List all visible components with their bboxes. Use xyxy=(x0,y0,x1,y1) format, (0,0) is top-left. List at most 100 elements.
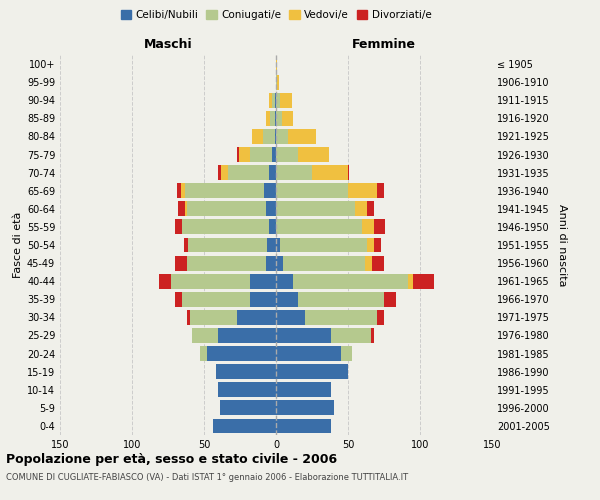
Bar xyxy=(187,202,266,216)
Bar xyxy=(312,165,348,180)
Bar xyxy=(384,292,395,306)
Bar xyxy=(276,292,298,306)
Bar xyxy=(269,93,272,108)
Bar xyxy=(367,202,374,216)
Bar xyxy=(250,274,276,288)
Bar xyxy=(276,274,293,288)
Bar xyxy=(275,129,276,144)
Bar xyxy=(276,400,334,415)
Bar xyxy=(348,165,349,180)
Bar xyxy=(184,238,188,252)
Bar xyxy=(276,382,331,397)
Y-axis label: Anni di nascita: Anni di nascita xyxy=(557,204,566,286)
Bar xyxy=(182,220,269,234)
Bar xyxy=(175,292,182,306)
Bar xyxy=(287,129,316,144)
Bar xyxy=(270,111,275,126)
Bar xyxy=(272,147,276,162)
Bar xyxy=(266,111,270,126)
Bar xyxy=(341,346,352,361)
Bar xyxy=(298,292,384,306)
Bar xyxy=(371,328,374,343)
Bar xyxy=(298,147,329,162)
Bar xyxy=(187,256,266,270)
Bar xyxy=(367,238,374,252)
Bar xyxy=(239,147,250,162)
Bar xyxy=(207,346,276,361)
Bar xyxy=(409,274,413,288)
Bar xyxy=(276,256,283,270)
Bar xyxy=(283,256,365,270)
Y-axis label: Fasce di età: Fasce di età xyxy=(13,212,23,278)
Bar xyxy=(276,129,287,144)
Bar xyxy=(276,74,277,90)
Bar xyxy=(275,111,276,126)
Bar xyxy=(215,364,276,379)
Bar xyxy=(188,238,268,252)
Bar xyxy=(190,310,237,325)
Text: COMUNE DI CUGLIATE-FABIASCO (VA) - Dati ISTAT 1° gennaio 2006 - Elaborazione TUT: COMUNE DI CUGLIATE-FABIASCO (VA) - Dati … xyxy=(6,472,408,482)
Bar xyxy=(229,165,269,180)
Bar xyxy=(263,129,275,144)
Bar xyxy=(276,364,348,379)
Bar xyxy=(265,184,276,198)
Text: Popolazione per età, sesso e stato civile - 2006: Popolazione per età, sesso e stato civil… xyxy=(6,452,337,466)
Bar xyxy=(182,292,250,306)
Bar xyxy=(276,56,277,72)
Bar xyxy=(373,256,384,270)
Bar xyxy=(187,310,190,325)
Bar xyxy=(362,220,374,234)
Bar xyxy=(250,147,272,162)
Bar xyxy=(171,274,250,288)
Bar xyxy=(277,74,279,90)
Bar xyxy=(276,238,280,252)
Bar xyxy=(377,310,384,325)
Bar xyxy=(193,328,218,343)
Bar xyxy=(365,256,373,270)
Bar xyxy=(276,93,280,108)
Bar xyxy=(276,418,331,434)
Bar xyxy=(200,346,207,361)
Bar xyxy=(221,165,229,180)
Bar xyxy=(276,310,305,325)
Bar xyxy=(218,382,276,397)
Bar xyxy=(269,165,276,180)
Bar xyxy=(276,165,312,180)
Bar xyxy=(276,220,362,234)
Bar xyxy=(220,400,276,415)
Bar xyxy=(218,328,276,343)
Bar xyxy=(413,274,434,288)
Bar xyxy=(374,220,385,234)
Text: Maschi: Maschi xyxy=(143,38,193,52)
Bar xyxy=(276,202,355,216)
Bar xyxy=(160,274,171,288)
Bar xyxy=(237,147,239,162)
Bar xyxy=(178,202,185,216)
Bar xyxy=(218,165,221,180)
Bar xyxy=(293,274,409,288)
Bar xyxy=(175,256,187,270)
Bar xyxy=(268,238,276,252)
Bar xyxy=(185,202,187,216)
Bar xyxy=(266,256,276,270)
Bar xyxy=(212,418,276,434)
Bar xyxy=(185,184,265,198)
Bar xyxy=(181,184,185,198)
Bar xyxy=(374,238,381,252)
Bar xyxy=(275,93,276,108)
Bar xyxy=(280,93,292,108)
Bar xyxy=(272,93,275,108)
Bar xyxy=(280,238,367,252)
Bar xyxy=(250,292,276,306)
Bar xyxy=(377,184,384,198)
Bar xyxy=(355,202,367,216)
Bar xyxy=(176,184,181,198)
Bar xyxy=(276,111,282,126)
Bar xyxy=(276,184,348,198)
Bar xyxy=(251,129,263,144)
Bar xyxy=(266,202,276,216)
Text: Femmine: Femmine xyxy=(352,38,416,52)
Bar xyxy=(331,328,371,343)
Bar xyxy=(175,220,182,234)
Bar xyxy=(269,220,276,234)
